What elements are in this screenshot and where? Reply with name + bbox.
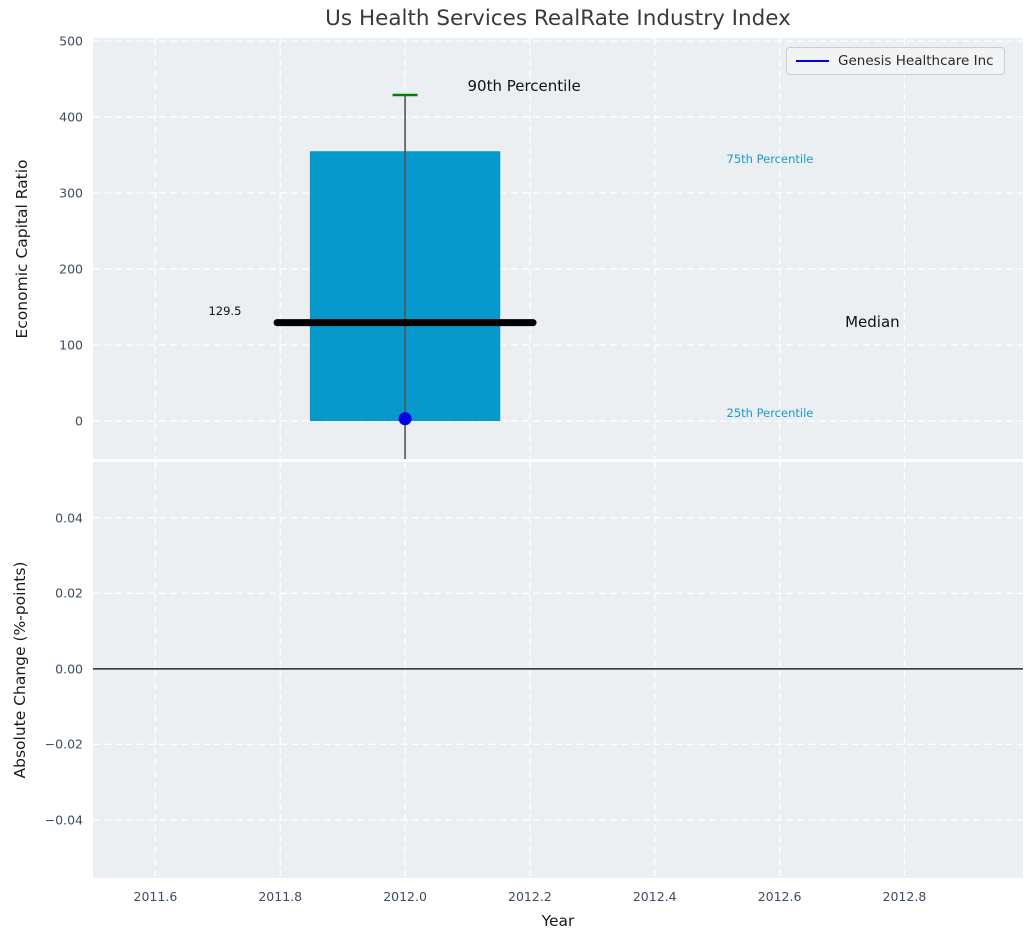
y-tick-label: −0.02: [44, 736, 83, 752]
legend: Genesis Healthcare Inc: [786, 47, 1005, 75]
annotation-25th-percentile: 25th Percentile: [726, 406, 814, 421]
annotation-median: Median: [845, 313, 900, 332]
axes-absolute-change: [93, 462, 1023, 878]
x-tick-label: 2012.2: [508, 889, 552, 904]
x-tick-label: 2011.8: [258, 889, 303, 904]
annotation-90th-percentile: 90th Percentile: [467, 76, 581, 95]
x-tick-label: 2011.6: [133, 889, 178, 904]
legend-label: Genesis Healthcare Inc: [838, 53, 994, 69]
y-tick-label: 200: [59, 261, 83, 277]
y-axis-label-bottom: Absolute Change (%-points): [11, 561, 29, 779]
series-point-genesis-healthcare: [398, 412, 412, 426]
x-tick-label: 2012.4: [632, 889, 677, 904]
x-tick-label: 2012.6: [757, 889, 802, 904]
y-tick-label: −0.04: [44, 812, 83, 828]
chart-title: Us Health Services RealRate Industry Ind…: [325, 6, 791, 31]
axes-economic-capital-ratio: [93, 38, 1023, 459]
y-tick-label: 0: [75, 413, 83, 429]
legend-line-sample: [796, 60, 829, 62]
y-tick-label: 0.00: [55, 661, 83, 677]
plot-area: [93, 462, 1023, 878]
x-axis-label: Year: [541, 912, 575, 930]
plot-area: [93, 38, 1023, 459]
x-tick-label: 2012.0: [383, 889, 427, 904]
y-tick-label: 500: [59, 33, 83, 49]
annotation-129-5: 129.5: [208, 303, 242, 318]
y-tick-label: 300: [59, 185, 83, 201]
x-tick-label: 2012.8: [882, 889, 927, 904]
y-tick-label: 0.04: [55, 510, 83, 526]
y-tick-label: 400: [59, 109, 83, 125]
y-axis-label-top: Economic Capital Ratio: [13, 159, 31, 339]
y-tick-label: 100: [59, 337, 83, 353]
y-tick-label: 0.02: [55, 585, 83, 601]
annotation-75th-percentile: 75th Percentile: [726, 151, 814, 166]
